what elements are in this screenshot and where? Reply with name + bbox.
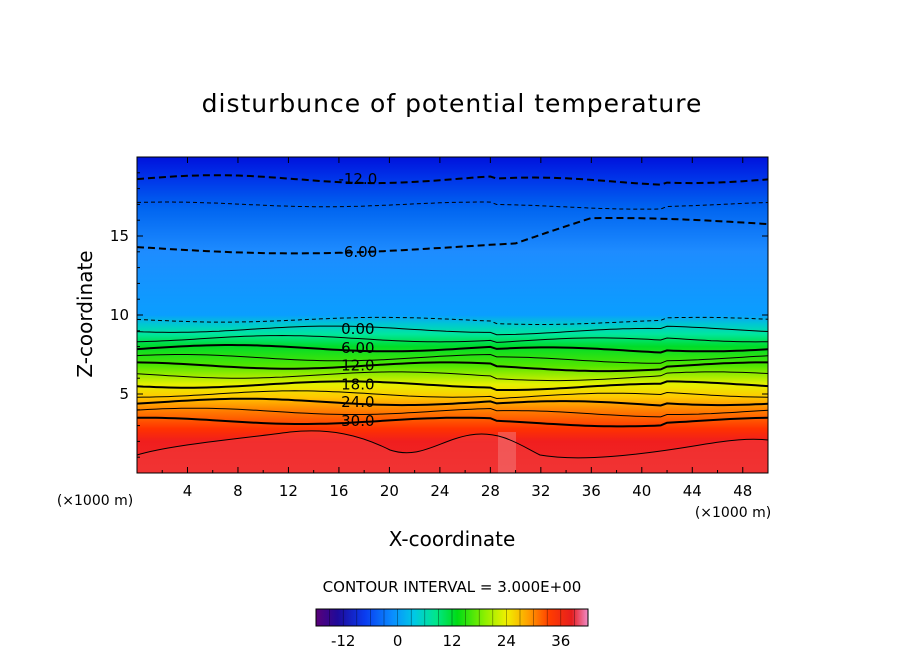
- x-tick-label: 48: [733, 482, 752, 500]
- x-tick-label: 40: [632, 482, 651, 500]
- contour-label: 0.00: [341, 320, 374, 338]
- colorbar-segments: [329, 609, 575, 626]
- contour-label: -6.00: [338, 243, 377, 261]
- colorbar-tick-label: 12: [442, 632, 461, 650]
- contour-label: 6.00: [341, 339, 374, 357]
- contour-line: [137, 380, 768, 391]
- x-tick-label: 16: [329, 482, 348, 500]
- plot-area: [137, 157, 768, 473]
- y-tick-label: 10: [110, 306, 129, 324]
- contour-lines: [137, 174, 768, 459]
- x-tick-label: 28: [481, 482, 500, 500]
- contour-line: [137, 316, 768, 325]
- y-axis: 5 10 15: [110, 172, 768, 458]
- y-axis-label: Z-coordinate: [73, 250, 97, 377]
- contour-label: 12.0: [341, 357, 374, 375]
- contour-line: [137, 174, 768, 186]
- x-tick-label: 12: [279, 482, 298, 500]
- contour-line: [137, 407, 768, 418]
- contour-line: [137, 217, 768, 255]
- x-tick-label: 8: [233, 482, 243, 500]
- temperature-field: [137, 157, 768, 473]
- chart-title: disturbunce of potential temperature: [202, 89, 703, 118]
- contour-line: [137, 430, 768, 459]
- contour-line: [137, 371, 768, 382]
- colorbar-tick-label: 24: [497, 632, 516, 650]
- y-axis-unit: (×1000 m): [57, 493, 133, 509]
- x-tick-label: 44: [683, 482, 702, 500]
- x-tick-label: 4: [183, 482, 193, 500]
- y-tick-label: 15: [110, 227, 129, 245]
- colorbar-tick-label: 0: [393, 632, 403, 650]
- contour-line: [137, 325, 768, 336]
- contour-line: [137, 353, 768, 364]
- contour-label: 18.0: [341, 376, 374, 394]
- x-tick-label: 32: [531, 482, 550, 500]
- y-tick-label: 5: [119, 385, 129, 403]
- contour-line: [137, 390, 768, 400]
- contour-line: [137, 361, 768, 373]
- contour-interval-label: CONTOUR INTERVAL = 3.000E+00: [323, 578, 582, 596]
- x-axis-unit: (×1000 m): [695, 505, 771, 521]
- x-axis-label: X-coordinate: [389, 527, 516, 551]
- colorbar-tick-label: -12: [331, 632, 356, 650]
- contour-line: [137, 201, 768, 210]
- contour-label: 30.0: [341, 412, 374, 430]
- x-tick-label: 36: [582, 482, 601, 500]
- surface-warm-region: [137, 430, 768, 473]
- contour-line: [137, 416, 768, 428]
- contour-line: [137, 397, 768, 407]
- surface-highlight: [498, 432, 516, 473]
- contour-label: -12.0: [338, 170, 377, 188]
- x-tick-label: 24: [430, 482, 449, 500]
- contour-line: [137, 334, 768, 343]
- x-tick-label: 20: [380, 482, 399, 500]
- colorbar-ticks: -12 0 12 24 36: [331, 632, 570, 650]
- x-axis: 4 8 12 16 20 24 28 32 36 40 44 48: [161, 157, 752, 500]
- contour-label: 24.0: [341, 393, 374, 411]
- contour-line: [137, 344, 768, 354]
- colorbar-tick-label: 36: [551, 632, 570, 650]
